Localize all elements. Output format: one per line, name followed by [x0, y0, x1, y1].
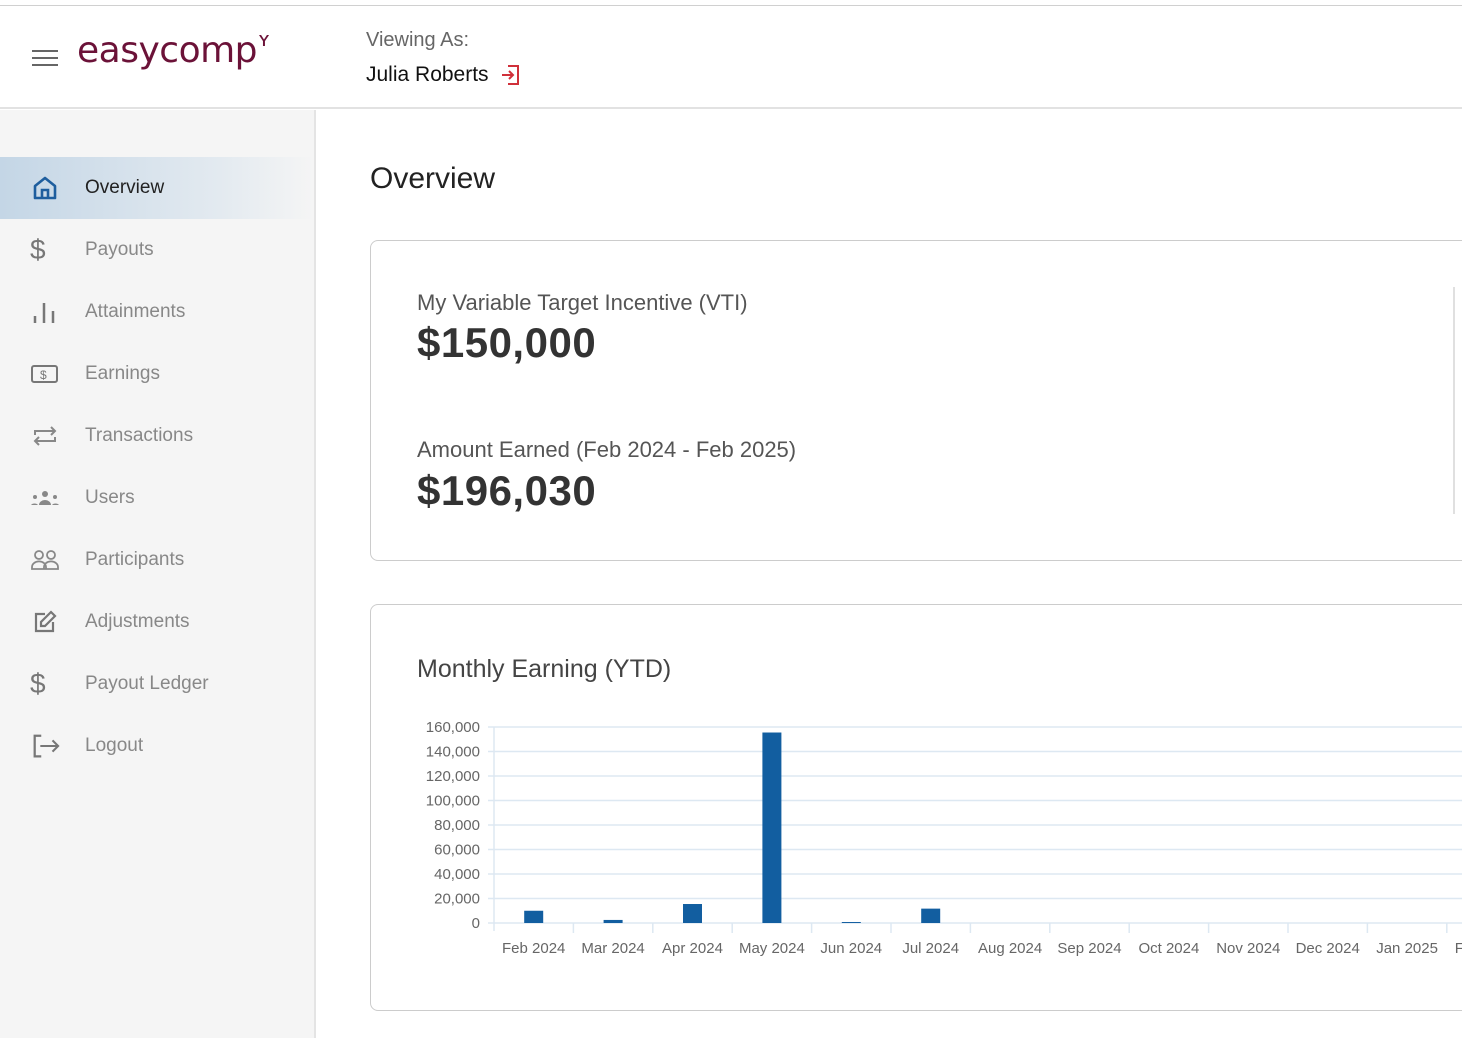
y-tick-label: 100,000	[426, 793, 480, 810]
sidebar-item-label: Logout	[85, 735, 144, 756]
x-tick-label: Feb 2024	[502, 940, 565, 957]
sidebar-item-logout[interactable]: Logout	[0, 715, 314, 777]
vti-label: My Variable Target Incentive (VTI)	[417, 290, 748, 315]
x-tick-label: Jul 2024	[902, 940, 959, 957]
sidebar-item-users[interactable]: Users	[0, 467, 314, 529]
y-tick-label: 60,000	[434, 842, 480, 859]
participants-icon	[30, 545, 60, 575]
viewing-as-label: Viewing As:	[366, 29, 470, 51]
vti-value: $150,000	[417, 319, 597, 366]
earned-label: Amount Earned (Feb 2024 - Feb 2025)	[417, 437, 797, 462]
sidebar-item-transactions[interactable]: Transactions	[0, 405, 314, 467]
repeat-icon	[30, 421, 60, 451]
sidebar-item-label: Payout Ledger	[85, 673, 209, 694]
svg-text:$: $	[40, 368, 47, 382]
x-tick-label: Mar 2024	[581, 940, 644, 957]
bar	[683, 904, 702, 923]
edit-icon	[30, 607, 60, 637]
menu-icon[interactable]	[32, 50, 58, 66]
logo-check-icon: ʏ	[258, 27, 270, 51]
bar	[841, 922, 861, 923]
viewing-user-name: Julia Roberts	[366, 63, 489, 86]
header: easycompʏ Viewing As: Julia Roberts	[0, 6, 1462, 109]
y-tick-label: 20,000	[434, 891, 480, 908]
logout-icon	[30, 731, 60, 761]
sidebar-item-payout-ledger[interactable]: $ Payout Ledger	[0, 653, 314, 715]
x-tick-label: Jan 2025	[1376, 940, 1438, 957]
chart-title: Monthly Earning (YTD)	[417, 655, 672, 683]
top-border	[0, 5, 1462, 6]
sidebar-item-participants[interactable]: Participants	[0, 529, 314, 591]
x-tick-label: Feb 2025	[1455, 940, 1462, 957]
x-tick-label: Nov 2024	[1216, 940, 1280, 957]
monthly-earning-chart: 0 20,000 40,000 60,000 80,000 100,000 120,000 1…	[426, 719, 1462, 957]
earned-value: $196,030	[417, 467, 597, 514]
bar-chart-icon	[30, 297, 60, 327]
sidebar: Overview $ Payouts Attainments $ Earning…	[0, 110, 316, 1038]
x-tick-label: Jun 2024	[820, 940, 882, 957]
bar	[603, 919, 623, 923]
y-tick-label: 0	[472, 915, 480, 932]
banknote-icon: $	[30, 359, 60, 389]
bar	[921, 908, 941, 923]
vti-card: My Variable Target Incentive (VTI) $150,…	[370, 240, 1462, 561]
bar	[524, 910, 544, 923]
y-tick-label: 140,000	[426, 744, 480, 761]
sidebar-item-label: Participants	[85, 549, 185, 570]
sidebar-item-label: Transactions	[85, 425, 194, 446]
x-tick-label: Apr 2024	[662, 940, 723, 957]
sidebar-item-label: Earnings	[85, 363, 160, 384]
x-tick-label: Aug 2024	[978, 940, 1042, 957]
x-tick-label: Oct 2024	[1138, 940, 1199, 957]
y-tick-label: 120,000	[426, 768, 480, 785]
dollar-icon: $	[30, 668, 46, 699]
sidebar-item-label: Attainments	[85, 301, 186, 322]
sidebar-item-attainments[interactable]: Attainments	[0, 281, 314, 343]
x-tick-label: Sep 2024	[1057, 940, 1121, 957]
page-title: Overview	[370, 162, 496, 195]
x-tick-label: May 2024	[739, 940, 805, 957]
bar	[762, 732, 782, 923]
x-tick-label: Dec 2024	[1296, 940, 1360, 957]
sidebar-item-adjustments[interactable]: Adjustments	[0, 591, 314, 653]
sidebar-item-label: Adjustments	[85, 611, 190, 632]
logo[interactable]: easycompʏ	[77, 27, 270, 71]
sidebar-item-label: Overview	[85, 177, 165, 198]
sidebar-item-label: Users	[85, 487, 135, 508]
monthly-earning-card: Monthly Earning (YTD)	[370, 604, 1462, 1011]
y-tick-label: 160,000	[426, 719, 480, 736]
sidebar-item-payouts[interactable]: $ Payouts	[0, 219, 314, 281]
sidebar-item-overview[interactable]: Overview	[0, 157, 314, 219]
card-divider	[1453, 287, 1455, 514]
sidebar-item-label: Payouts	[85, 239, 154, 260]
dollar-icon: $	[30, 234, 46, 265]
users-icon	[30, 483, 60, 513]
switch-user-icon[interactable]	[499, 64, 521, 86]
sidebar-item-earnings[interactable]: $ Earnings	[0, 343, 314, 405]
y-tick-label: 80,000	[434, 817, 480, 834]
y-tick-label: 40,000	[434, 866, 480, 883]
logo-text: easycomp	[77, 30, 258, 71]
home-icon	[30, 173, 60, 203]
viewing-user: Julia Roberts	[366, 63, 521, 87]
